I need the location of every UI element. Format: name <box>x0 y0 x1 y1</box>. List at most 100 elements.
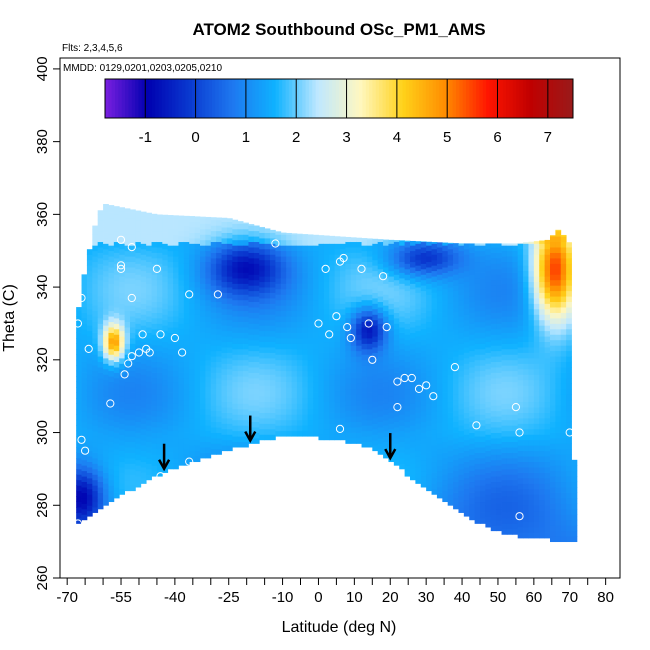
heatmap-cell <box>97 334 104 341</box>
heatmap-cell <box>140 265 147 272</box>
heatmap-cell <box>490 383 497 390</box>
heatmap-cell <box>420 476 427 483</box>
heatmap-cell <box>555 236 562 243</box>
heatmap-cell <box>81 508 88 515</box>
heatmap-cell <box>216 356 222 363</box>
heatmap-cell <box>130 365 136 372</box>
heatmap-cell <box>480 474 486 481</box>
heatmap-cell <box>410 370 416 377</box>
heatmap-cell <box>566 399 572 406</box>
heatmap-cell <box>528 276 535 283</box>
heatmap-cell <box>399 436 406 443</box>
heatmap-cell <box>550 301 556 308</box>
heatmap-cell <box>113 301 120 308</box>
heatmap-cell <box>469 339 476 346</box>
heatmap-cell <box>226 401 233 408</box>
heatmap-cell <box>366 381 373 388</box>
heatmap-cell <box>533 401 540 408</box>
heatmap-cell <box>329 401 336 408</box>
heatmap-cell <box>539 445 546 452</box>
heatmap-cell <box>232 261 239 268</box>
heatmap-cell <box>162 352 169 359</box>
heatmap-cell <box>119 483 126 490</box>
heatmap-cell <box>243 398 249 404</box>
heatmap-cell <box>501 490 508 497</box>
heatmap-cell <box>474 316 481 323</box>
heatmap-cell <box>124 387 131 393</box>
heatmap-cell <box>151 416 158 423</box>
heatmap-cell <box>130 332 136 339</box>
heatmap-cell <box>404 367 411 373</box>
heatmap-cell <box>512 343 519 350</box>
heatmap-cell <box>361 354 368 361</box>
heatmap-cell <box>270 248 276 255</box>
heatmap-cell <box>361 370 368 377</box>
heatmap-cell <box>463 379 470 386</box>
heatmap-cell <box>533 407 540 413</box>
heatmap-cell <box>124 479 131 486</box>
heatmap-cell <box>113 206 120 210</box>
heatmap-cell <box>200 425 206 432</box>
heatmap-cell <box>313 310 319 317</box>
heatmap-cell <box>270 292 276 299</box>
heatmap-cell <box>146 223 152 230</box>
heatmap-cell <box>92 267 99 273</box>
heatmap-cell <box>496 487 502 493</box>
heatmap-cell <box>86 325 93 332</box>
heatmap-cell <box>350 405 357 412</box>
heatmap-cell <box>140 221 147 228</box>
heatmap-cell <box>436 427 443 433</box>
heatmap-cell <box>517 330 524 337</box>
heatmap-cell <box>512 299 519 306</box>
heatmap-cell <box>458 327 465 333</box>
heatmap-cell <box>178 459 185 466</box>
heatmap-cell <box>210 345 217 352</box>
sample-point <box>170 333 179 343</box>
heatmap-cell <box>550 367 556 373</box>
heatmap-cell <box>393 350 400 357</box>
heatmap-cell <box>119 276 126 283</box>
heatmap-cell <box>329 292 336 299</box>
heatmap-cell <box>259 347 266 353</box>
heatmap-cell <box>92 225 99 230</box>
heatmap-cell <box>248 350 255 357</box>
heatmap-cell <box>506 338 513 344</box>
heatmap-cell <box>388 352 395 359</box>
heatmap-cell <box>474 365 481 372</box>
sample-point <box>321 264 330 273</box>
heatmap-cell <box>76 436 82 443</box>
heatmap-cell <box>318 287 325 293</box>
heatmap-cell <box>189 238 196 244</box>
heatmap-cell <box>194 265 201 272</box>
heatmap-cell <box>97 318 104 324</box>
heatmap-cell <box>410 468 416 475</box>
heatmap-cell <box>469 427 476 433</box>
heatmap-cell <box>296 354 303 361</box>
heatmap-cell <box>264 423 271 430</box>
heatmap-cell <box>205 392 212 399</box>
heatmap-cell <box>146 463 152 470</box>
heatmap-cell <box>280 245 287 252</box>
heatmap-cell <box>463 330 470 337</box>
heatmap-cell <box>275 321 282 328</box>
heatmap-cell <box>361 332 368 339</box>
heatmap-cell <box>426 354 432 361</box>
heatmap-cell <box>226 385 233 392</box>
heatmap-cell <box>216 345 222 352</box>
heatmap-cell <box>490 465 497 472</box>
heatmap-cell <box>474 507 481 513</box>
heatmap-cell <box>167 463 174 470</box>
heatmap-cell <box>119 445 126 452</box>
heatmap-cell <box>226 352 233 359</box>
heatmap-cell <box>76 507 82 513</box>
heatmap-cell <box>253 274 260 281</box>
heatmap-cell <box>119 319 126 326</box>
heatmap-cell <box>108 327 115 333</box>
heatmap-cell <box>415 439 422 446</box>
heatmap-cell <box>140 478 147 484</box>
heatmap-cell <box>151 383 158 390</box>
heatmap-cell <box>426 338 432 344</box>
heatmap-cell <box>119 385 126 392</box>
heatmap-cell <box>539 319 546 326</box>
heatmap-cell <box>183 312 190 319</box>
